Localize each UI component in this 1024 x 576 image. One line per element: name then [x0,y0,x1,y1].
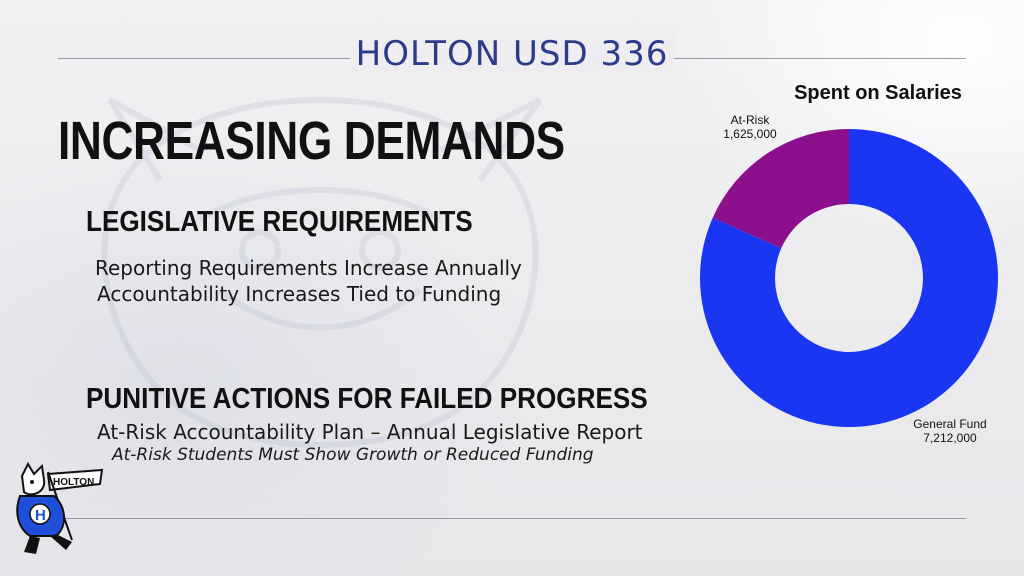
district-name: HOLTON USD 336 [349,34,675,74]
section-title-punitive: PUNITIVE ACTIONS FOR FAILED PROGRESS [86,383,648,415]
section-title-legislative: LEGISLATIVE REQUIREMENTS [86,206,473,238]
district-header: HOLTON USD 336 [0,34,1024,74]
chart-title: Spent on Salaries [794,82,962,104]
page-title: INCREASING DEMANDS [58,111,565,171]
donut-slice-at-risk [712,129,849,249]
bottom-rule [58,518,966,519]
donut-slice-general-fund [700,129,998,428]
slice-value-general-fund: 7,212,000 [923,431,977,445]
section-line-italic: At-Risk Students Must Show Growth or Red… [112,445,594,465]
slice-label-general-fund: General Fund [913,417,986,431]
section-line: At-Risk Accountability Plan – Annual Leg… [97,420,643,444]
slice-value-at-risk: 1,625,000 [723,127,777,141]
logo-text: HOLTON [53,477,94,488]
slice-label-at-risk: At-Risk [731,113,771,127]
section-line: Accountability Increases Tied to Funding [97,282,502,306]
holton-mascot-logo: HOLTON H [16,462,104,554]
section-line: Reporting Requirements Increase Annually [95,256,522,280]
mascot-watermark [101,97,543,448]
logo-letter: H [35,507,46,524]
